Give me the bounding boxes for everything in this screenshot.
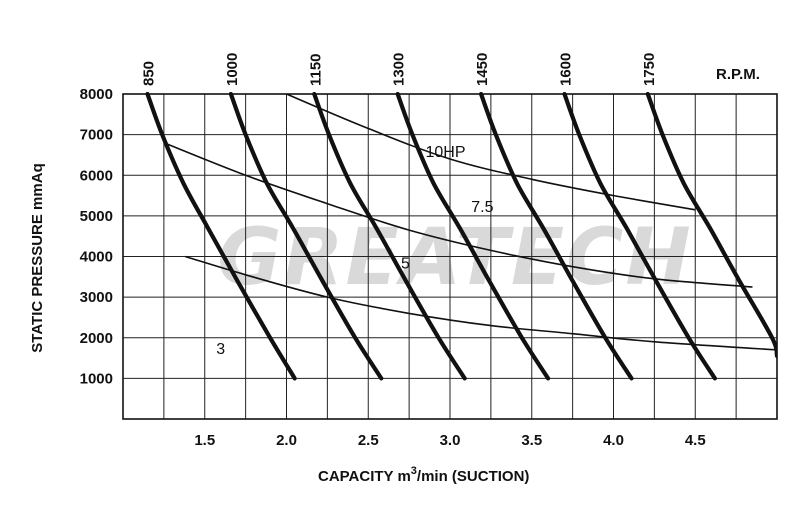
y-tick-label: 3000 — [80, 289, 113, 306]
watermark-text: GREATECH — [217, 213, 692, 303]
x-tick-label: 4.5 — [685, 432, 706, 449]
rpm-curve-1750 — [645, 92, 777, 359]
x-tick-label: 4.0 — [603, 432, 624, 449]
rpm-label-1450: 1450 — [474, 53, 491, 86]
rpm-curve-1450 — [479, 92, 634, 381]
power-label-5: 5 — [401, 256, 410, 273]
grid — [123, 94, 777, 419]
x-axis-title: CAPACITY m3/min (SUCTION) — [318, 465, 529, 485]
rpm-curve-850 — [145, 92, 297, 381]
rpm-label-1600: 1600 — [557, 53, 574, 86]
power-label-7-5: 7.5 — [471, 199, 493, 216]
power-label-10HP: 10HP — [425, 144, 465, 161]
y-tick-label: 7000 — [80, 127, 113, 144]
y-tick-label: 2000 — [80, 330, 113, 347]
x-tick-label: 3.0 — [440, 432, 461, 449]
power-curve-5 — [184, 255, 777, 351]
plot-frame — [122, 93, 778, 420]
y-axis-title: STATIC PRESSURE mmAq — [29, 163, 46, 352]
power-curve-10HP — [286, 93, 696, 211]
x-axis-title-prefix: CAPACITY m — [318, 468, 411, 485]
rpm-curve-1000 — [228, 92, 384, 381]
rpm-label-850: 850 — [141, 61, 158, 86]
rpm-curves — [145, 92, 777, 381]
power-curves — [163, 93, 777, 351]
x-axis-ticks: 1.5 2.0 2.5 3.0 3.5 4.0 4.5 — [194, 432, 705, 449]
x-axis-title-suffix: /min (SUCTION) — [417, 468, 530, 485]
y-tick-label: 5000 — [80, 208, 113, 225]
x-axis-title-superscript: 3 — [411, 465, 417, 477]
x-tick-label: 1.5 — [194, 432, 215, 449]
x-tick-label: 3.5 — [521, 432, 542, 449]
rpm-curve-1300 — [395, 92, 551, 381]
y-tick-label: 1000 — [80, 370, 113, 387]
power-curve-7-5 — [163, 142, 753, 288]
rpm-unit-label: R.P.M. — [716, 66, 760, 83]
rpm-label-1000: 1000 — [224, 53, 241, 86]
x-tick-label: 2.0 — [276, 432, 297, 449]
y-tick-label: 4000 — [80, 249, 113, 266]
rpm-curve-1150 — [312, 92, 467, 381]
y-tick-label: 8000 — [80, 86, 113, 103]
rpm-curve-1600 — [562, 92, 717, 381]
rpm-label-1150: 1150 — [307, 53, 324, 86]
power-label-3: 3 — [216, 341, 225, 358]
y-axis-ticks: 1000 2000 3000 4000 5000 6000 7000 8000 — [80, 86, 113, 387]
rpm-label-1300: 1300 — [391, 53, 408, 86]
rpm-label-1750: 1750 — [641, 53, 658, 86]
chart-labels: 850 1000 1150 1300 1450 1600 1750 10HP 7.5 5 3 — [141, 53, 658, 358]
x-tick-label: 2.5 — [358, 432, 379, 449]
y-tick-label: 6000 — [80, 167, 113, 184]
